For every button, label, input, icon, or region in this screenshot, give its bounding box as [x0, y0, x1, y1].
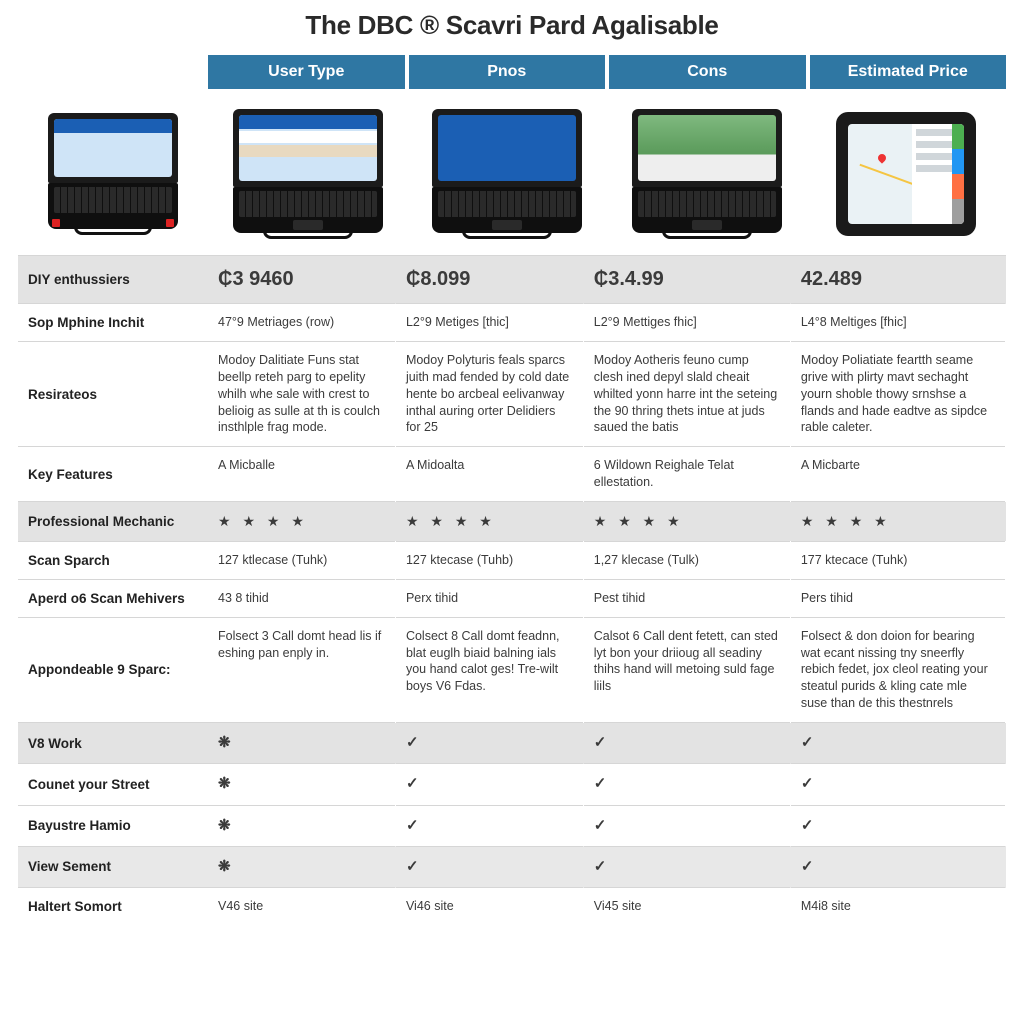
- device-1-icon: [48, 113, 178, 235]
- price-3: ₵3.4.99: [583, 256, 790, 304]
- row-aperd: Aperd o6 Scan Mehivers 43 8 tihid Perx t…: [18, 579, 1006, 617]
- cell: Pest tihid: [583, 579, 790, 617]
- row-halt: Haltert Somort V46 site Vi46 site Vi45 s…: [18, 888, 1006, 925]
- row-view: View Sement ❋ ✓ ✓ ✓: [18, 846, 1006, 887]
- cell: Perx tihid: [395, 579, 583, 617]
- label-count: Counet your Street: [18, 764, 208, 805]
- stars-3: ★ ★ ★ ★: [583, 502, 790, 542]
- cell: 6 Wildown Reighale Telat ellestation.: [583, 447, 790, 502]
- label-aperd: Aperd o6 Scan Mehivers: [18, 579, 208, 617]
- cell: Vi45 site: [583, 888, 790, 925]
- row-v8: V8 Work ❋ ✓ ✓ ✓: [18, 723, 1006, 764]
- cell: A Midoalta: [395, 447, 583, 502]
- cell: 47°9 Metriages (row): [208, 304, 395, 342]
- cell: A Micbarte: [790, 447, 1005, 502]
- cell: Folsect & don doion for bearing wat ecan…: [790, 617, 1005, 722]
- header-price: Estimated Price: [810, 55, 1007, 89]
- price-4: 42.489: [790, 256, 1005, 304]
- header-cons: Cons: [609, 55, 810, 89]
- cell: ✓: [395, 764, 583, 805]
- cell: L4°8 Meltiges [fhic]: [790, 304, 1005, 342]
- cell: ✓: [583, 846, 790, 887]
- label-diy: DIY enthussiers: [18, 256, 208, 304]
- label-sop: Sop Mphine Inchit: [18, 304, 208, 342]
- cell: Modoy Poliatiate feartth seame grive wit…: [790, 341, 1005, 446]
- price-1: ₵3 9460: [208, 256, 395, 304]
- row-sop: Sop Mphine Inchit 47°9 Metriages (row) L…: [18, 304, 1006, 342]
- stars-4: ★ ★ ★ ★: [790, 502, 1005, 542]
- cell: 177 ktecace (Tuhk): [790, 541, 1005, 579]
- label-pro: Professional Mechanic: [18, 502, 208, 542]
- cell: ✓: [790, 846, 1005, 887]
- device-4-icon: [632, 109, 782, 239]
- cell: M4i8 site: [790, 888, 1005, 925]
- row-diy: DIY enthussiers ₵3 9460 ₵8.099 ₵3.4.99 4…: [18, 256, 1006, 304]
- cell: Folsect 3 Call domt head lis if eshing p…: [208, 617, 395, 722]
- cell: 43 8 tihid: [208, 579, 395, 617]
- stars-2: ★ ★ ★ ★: [395, 502, 583, 542]
- header-pros: Pnos: [409, 55, 610, 89]
- price-2: ₵8.099: [395, 256, 583, 304]
- cell: 127 ktlecase (Tuhk): [208, 541, 395, 579]
- cell: ❋: [208, 723, 395, 764]
- label-resir: Resirateos: [18, 341, 208, 446]
- label-halt: Haltert Somort: [18, 888, 208, 925]
- cell: ✓: [583, 764, 790, 805]
- cell: ❋: [208, 805, 395, 846]
- cell: Modoy Aotheris feuno cump clesh ined dep…: [583, 341, 790, 446]
- product-images-row: [18, 99, 1006, 249]
- label-key: Key Features: [18, 447, 208, 502]
- device-3-icon: [432, 109, 582, 239]
- label-scan: Scan Sparch: [18, 541, 208, 579]
- label-view: View Sement: [18, 846, 208, 887]
- stars-1: ★ ★ ★ ★: [208, 502, 395, 542]
- cell: ✓: [583, 805, 790, 846]
- header-usertype: User Type: [208, 55, 409, 89]
- cell: Calsot 6 Call dent fetett, can sted lyt …: [583, 617, 790, 722]
- cell: ❋: [208, 846, 395, 887]
- row-scan: Scan Sparch 127 ktlecase (Tuhk) 127 ktec…: [18, 541, 1006, 579]
- cell: ✓: [790, 805, 1005, 846]
- row-count: Counet your Street ❋ ✓ ✓ ✓: [18, 764, 1006, 805]
- cell: ✓: [790, 764, 1005, 805]
- cell: ✓: [395, 723, 583, 764]
- cell: 127 ktecase (Tuhb): [395, 541, 583, 579]
- cell: ✓: [583, 723, 790, 764]
- device-5-icon: [836, 112, 976, 236]
- cell: L2°9 Mettiges fhic]: [583, 304, 790, 342]
- device-2-icon: [233, 109, 383, 239]
- cell: ✓: [790, 723, 1005, 764]
- row-resir: Resirateos Modoy Dalitiate Funs stat bee…: [18, 341, 1006, 446]
- row-key: Key Features A Micballe A Midoalta 6 Wil…: [18, 447, 1006, 502]
- cell: Vi46 site: [395, 888, 583, 925]
- cell: ❋: [208, 764, 395, 805]
- cell: L2°9 Metiges [thic]: [395, 304, 583, 342]
- cell: V46 site: [208, 888, 395, 925]
- row-apon: Appondeable 9 Sparc: Folsect 3 Call domt…: [18, 617, 1006, 722]
- comparison-table: DIY enthussiers ₵3 9460 ₵8.099 ₵3.4.99 4…: [18, 255, 1006, 925]
- header-row: User Type Pnos Cons Estimated Price: [18, 55, 1006, 89]
- row-bay: Bayustre Hamio ❋ ✓ ✓ ✓: [18, 805, 1006, 846]
- label-bay: Bayustre Hamio: [18, 805, 208, 846]
- cell: ✓: [395, 805, 583, 846]
- cell: 1,27 klecase (Tulk): [583, 541, 790, 579]
- label-apon: Appondeable 9 Sparc:: [18, 617, 208, 722]
- cell: Pers tihid: [790, 579, 1005, 617]
- label-v8: V8 Work: [18, 723, 208, 764]
- row-pro: Professional Mechanic ★ ★ ★ ★ ★ ★ ★ ★ ★ …: [18, 502, 1006, 542]
- cell: A Micballe: [208, 447, 395, 502]
- cell: Modoy Polyturis feals sparcs juith mad f…: [395, 341, 583, 446]
- page-title: The DBC ® Scavri Pard Agalisable: [18, 10, 1006, 41]
- cell: Modoy Dalitiate Funs stat beellp reteh p…: [208, 341, 395, 446]
- cell: Colsect 8 Call domt feadnn, blat euglh b…: [395, 617, 583, 722]
- cell: ✓: [395, 846, 583, 887]
